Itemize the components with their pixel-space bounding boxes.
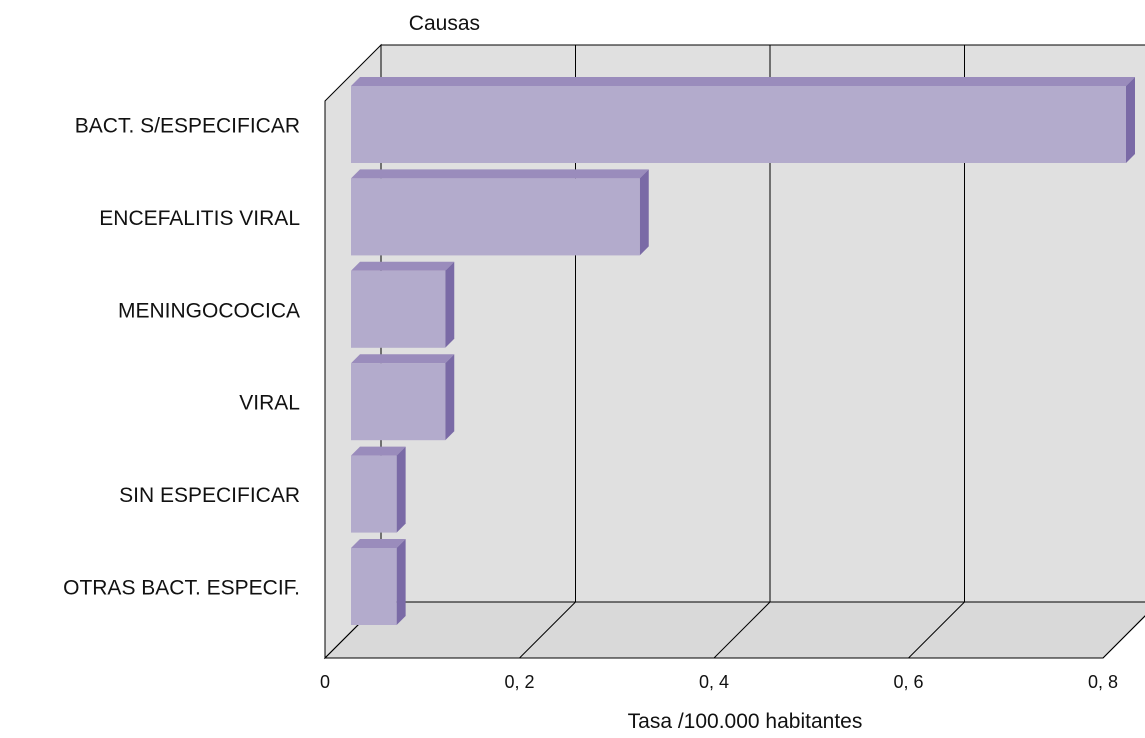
category-labels: BACT. S/ESPECIFICAR ENCEFALITIS VIRAL MENI… bbox=[63, 115, 300, 600]
bar-top bbox=[351, 446, 406, 456]
x-tick-label: 0 bbox=[320, 672, 330, 692]
x-tick-label: 0, 6 bbox=[893, 672, 923, 692]
category-label: MENINGOCOCICA bbox=[118, 299, 300, 322]
bar-front bbox=[351, 86, 1126, 163]
floor bbox=[323, 601, 1145, 659]
bar-side bbox=[445, 354, 455, 441]
bar-top bbox=[351, 261, 455, 271]
gridline-floor bbox=[908, 601, 965, 659]
bar-side bbox=[396, 446, 406, 533]
bar-side bbox=[396, 539, 406, 625]
bar-front bbox=[351, 363, 446, 441]
bar bbox=[351, 261, 455, 348]
bar-side bbox=[445, 261, 455, 348]
bar-front bbox=[351, 548, 397, 625]
category-label: OTRAS BACT. ESPECIF. bbox=[63, 577, 300, 600]
bar bbox=[351, 169, 649, 256]
bar bbox=[351, 446, 406, 533]
bar bbox=[351, 354, 455, 441]
category-label: BACT. S/ESPECIFICAR bbox=[75, 115, 300, 138]
bar-front bbox=[351, 455, 397, 533]
gridline-floor bbox=[1102, 615, 1145, 659]
x-axis-title: Tasa /100.000 habitantes bbox=[628, 710, 863, 733]
x-tick-labels: 0 0, 2 0, 4 0, 6 0, 8 bbox=[320, 672, 1118, 692]
bar bbox=[351, 77, 1135, 163]
x-tick-label: 0, 2 bbox=[504, 672, 534, 692]
bar-top bbox=[351, 354, 455, 364]
bar-top bbox=[351, 77, 1135, 86]
x-tick-label: 0, 8 bbox=[1088, 672, 1118, 692]
bar-top bbox=[351, 169, 649, 179]
bar bbox=[351, 539, 406, 625]
gridline-floor bbox=[519, 601, 576, 659]
bar-front bbox=[351, 270, 446, 348]
category-label: ENCEFALITIS VIRAL bbox=[99, 207, 300, 230]
bar-front bbox=[351, 178, 640, 256]
gridline-floor bbox=[713, 601, 771, 659]
bar-side bbox=[639, 169, 649, 256]
x-tick-label: 0, 4 bbox=[699, 672, 729, 692]
category-label: VIRAL bbox=[239, 392, 300, 415]
bar-top bbox=[351, 539, 406, 548]
category-label: SIN ESPECIFICAR bbox=[119, 484, 300, 507]
bar-side bbox=[1126, 77, 1135, 163]
y-axis-title: Causas bbox=[409, 12, 480, 35]
bars bbox=[351, 77, 1135, 625]
